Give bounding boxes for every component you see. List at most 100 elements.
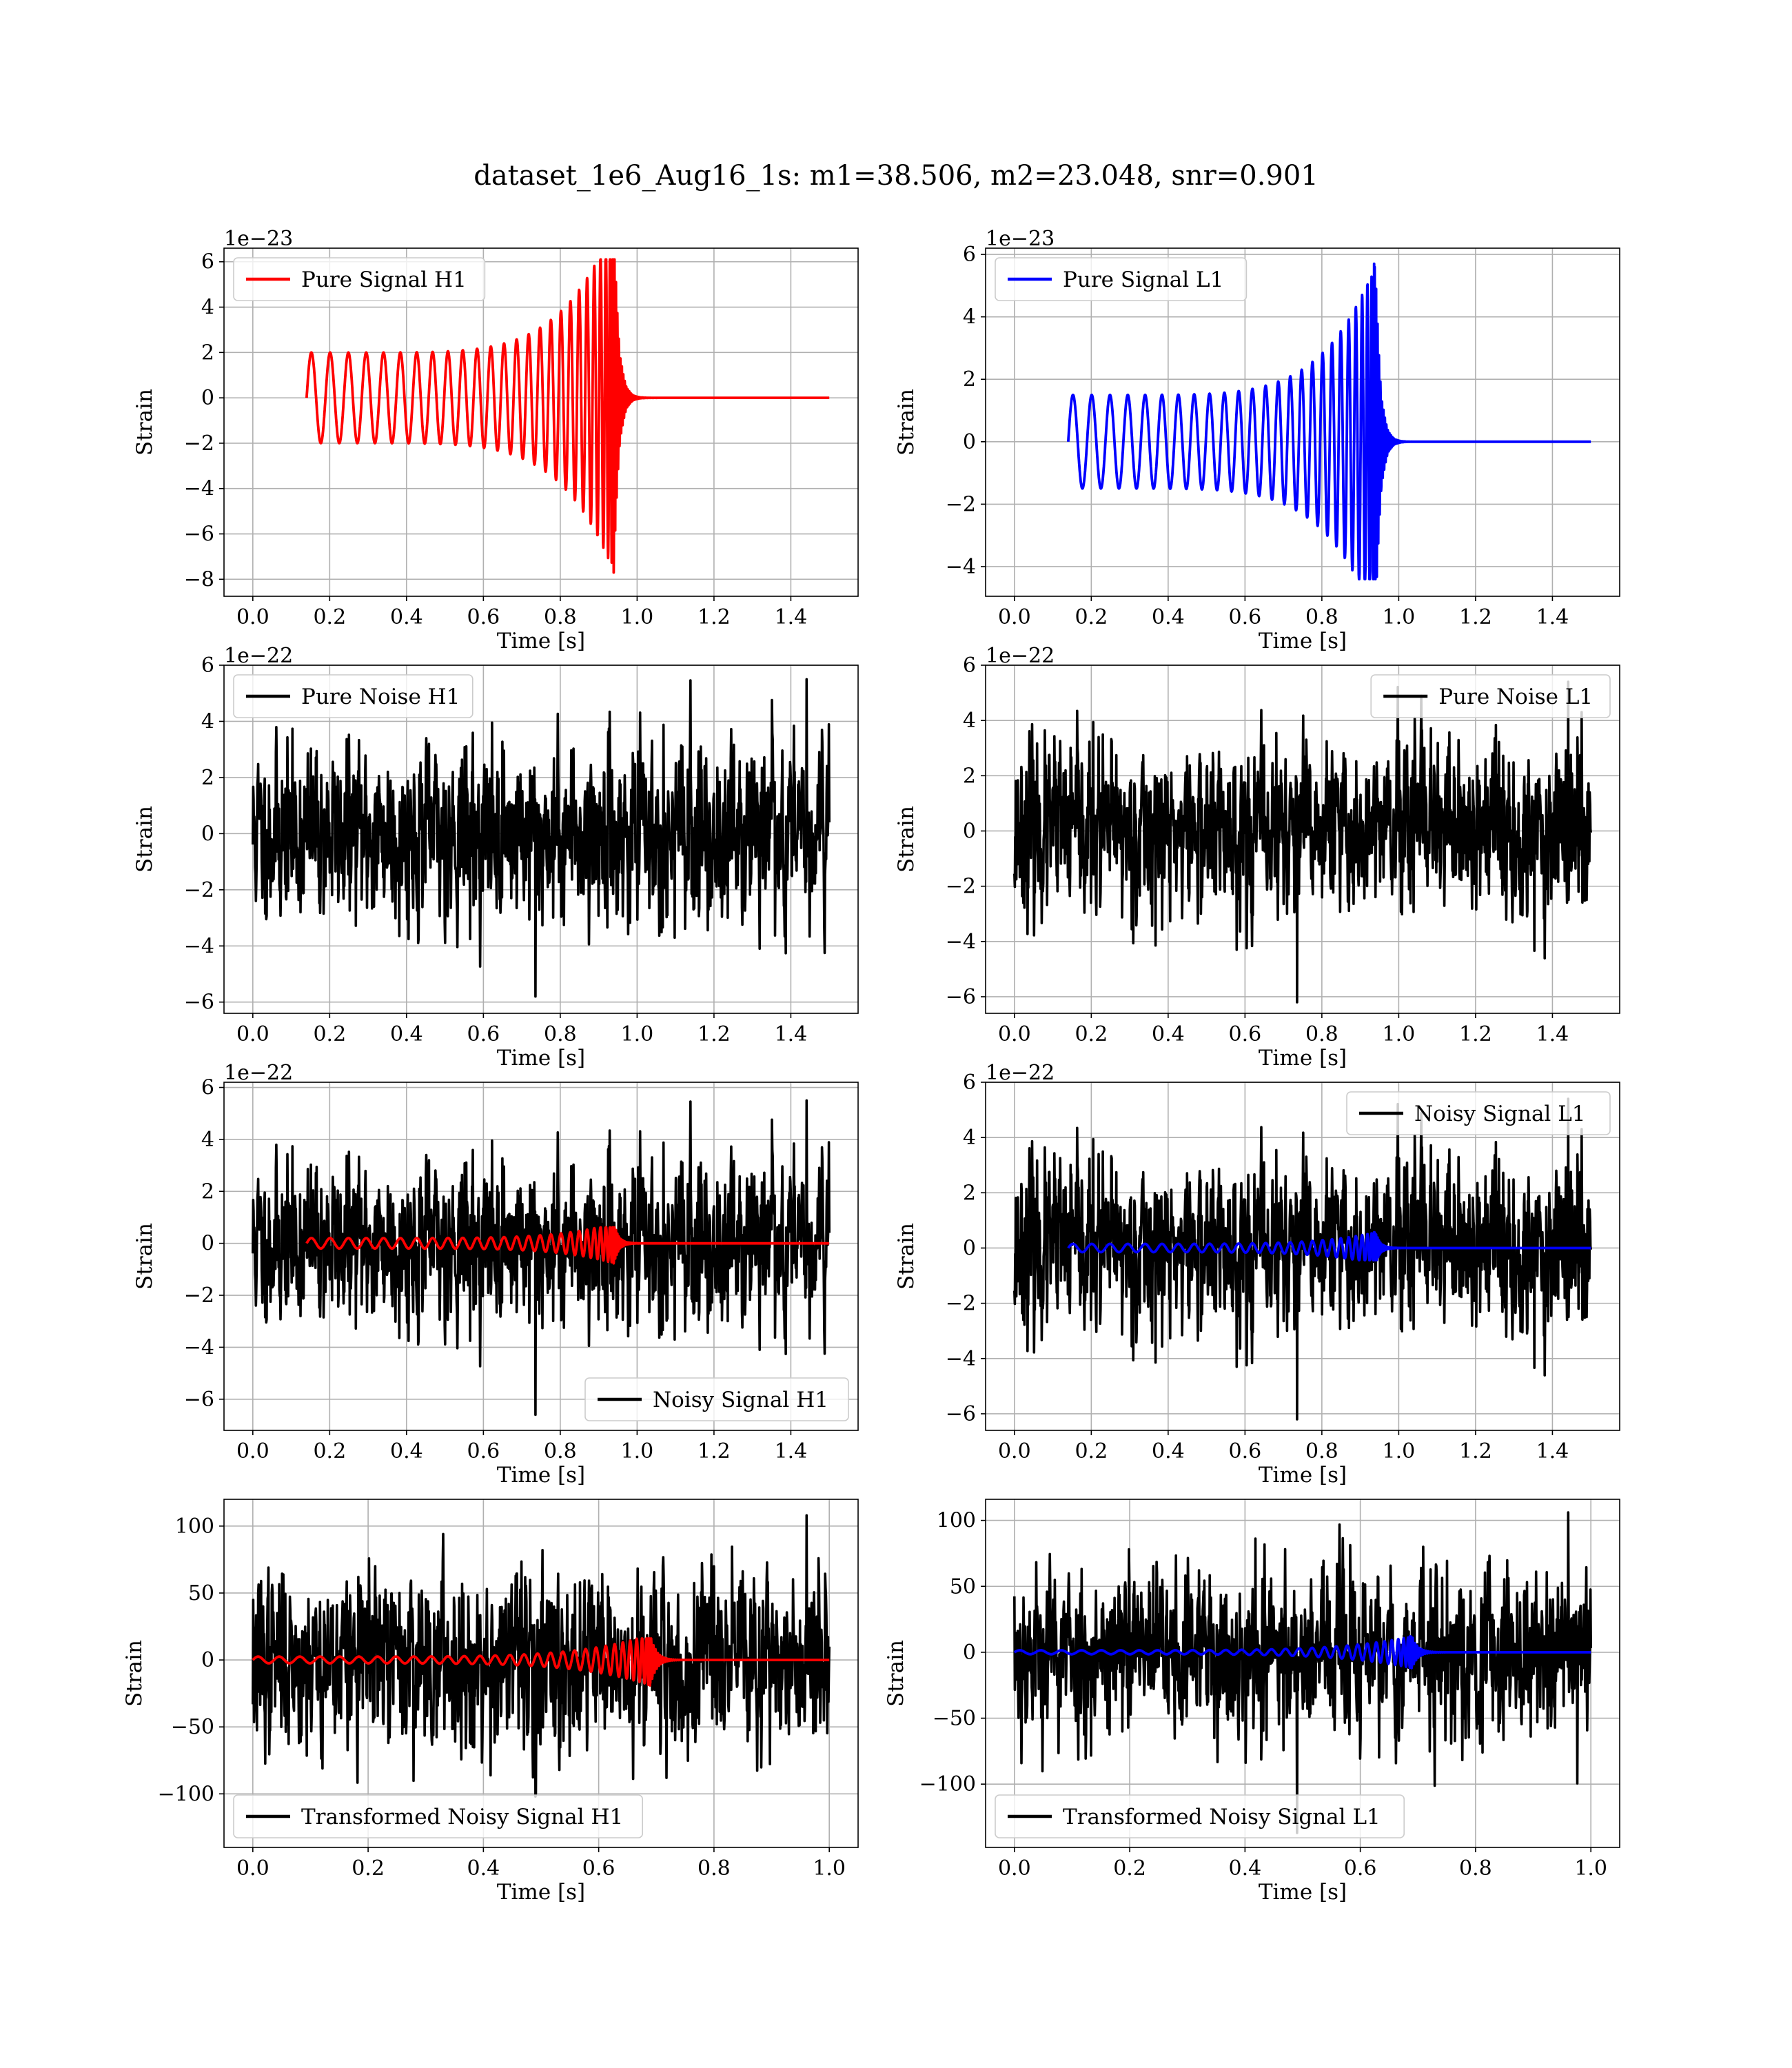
x-tick-label: 0.4 (390, 1022, 423, 1046)
y-tick-label: 4 (963, 305, 976, 330)
x-tick-label: 0.4 (390, 605, 423, 629)
series-line-transformed-noisy-signal-h1-0 (252, 1514, 831, 1798)
x-tick-label: 0.8 (544, 605, 577, 629)
y-tick-label: −50 (171, 1715, 214, 1739)
series-line-pure-noise-l1-0 (1013, 680, 1592, 1004)
y-tick-label: 6 (963, 653, 976, 678)
x-axis-label: Time [s] (497, 1880, 585, 1905)
x-tick-label: 1.0 (1383, 1439, 1416, 1463)
y-tick-label: −4 (946, 1347, 976, 1371)
y-tick-label: 2 (963, 1181, 976, 1205)
y-tick-label: −6 (946, 985, 976, 1009)
y-tick-label: 6 (963, 243, 976, 267)
y-tick-label: −8 (184, 567, 214, 591)
legend-box (233, 1794, 644, 1838)
x-tick-label: 0.8 (1305, 605, 1338, 629)
x-tick-label: 1.2 (698, 605, 731, 629)
x-tick-label: 0.0 (998, 1439, 1031, 1463)
y-tick-label: 0 (963, 1641, 976, 1665)
axes-frame (223, 1082, 859, 1431)
x-tick-label: 0.0 (998, 1856, 1031, 1881)
y-tick-label: 0 (963, 430, 976, 454)
x-tick-label: 0.6 (1229, 1022, 1262, 1046)
y-tick-label: −2 (184, 432, 214, 456)
chart-pure-noise-h1: 0.0 0.2 0.4 0.6 0.8 1.0 1.2 1.4 −6 −4 −2 0 2 4 6 Time [… (132, 644, 859, 1071)
x-tick-label: 1.2 (1459, 1022, 1492, 1046)
x-tick-label: 1.0 (1574, 1856, 1607, 1881)
chart-pure-signal-l1: 0.0 0.2 0.4 0.6 0.8 1.0 1.2 1.4 −4 −2 0 2 4 6 Time [s]… (894, 227, 1620, 653)
axes-frame (985, 247, 1620, 597)
x-tick-label: 0.4 (1229, 1856, 1262, 1881)
legend: Pure Noise L1 (1370, 674, 1611, 718)
axes-frame (985, 1082, 1620, 1431)
x-tick-label: 1.0 (813, 1856, 846, 1881)
y-tick-label: 0 (201, 822, 214, 846)
x-axis-label: Time [s] (1259, 1463, 1347, 1488)
x-tick-label: 0.4 (1152, 1439, 1185, 1463)
y-tick-label: −50 (933, 1707, 976, 1731)
y-tick-label: −4 (946, 930, 976, 954)
x-tick-label: 0.2 (1075, 1022, 1108, 1046)
x-tick-label: 0.8 (1459, 1856, 1492, 1881)
y-axis-label: Strain (894, 1223, 919, 1290)
axes-frame (985, 665, 1620, 1014)
y-tick-label: 0 (963, 819, 976, 843)
legend-label: Pure Signal H1 (301, 267, 467, 292)
legend-label: Pure Noise L1 (1438, 685, 1593, 709)
legend-label: Transformed Noisy Signal L1 (1063, 1805, 1381, 1829)
y-tick-label: −2 (946, 1292, 976, 1316)
legend-box (233, 674, 474, 718)
x-axis-label: Time [s] (1259, 1046, 1347, 1071)
x-axis-label: Time [s] (1259, 1880, 1347, 1905)
x-tick-label: 0.2 (1113, 1856, 1146, 1881)
x-tick-label: 1.4 (1536, 1022, 1569, 1046)
series-line-noisy-signal-l1-1 (1067, 1230, 1592, 1261)
x-tick-label: 0.0 (236, 1439, 269, 1463)
legend-box (233, 257, 486, 301)
y-tick-label: 4 (201, 1128, 214, 1152)
axes-frame (985, 1499, 1620, 1848)
chart-pure-noise-l1: 0.0 0.2 0.4 0.6 0.8 1.0 1.2 1.4 −6 −4 −2 0 2 4 6 Time [… (894, 644, 1620, 1071)
y-tick-label: 50 (950, 1574, 976, 1599)
x-tick-label: 0.8 (698, 1856, 731, 1881)
x-tick-label: 0.2 (352, 1856, 385, 1881)
x-tick-label: 1.4 (1536, 1439, 1569, 1463)
x-tick-label: 0.2 (313, 605, 346, 629)
x-tick-label: 1.0 (621, 605, 654, 629)
y-axis-label: Strain (884, 1640, 908, 1707)
x-tick-label: 0.0 (236, 605, 269, 629)
legend-box (995, 1794, 1405, 1838)
series-line-noisy-signal-l1-0 (1013, 1097, 1592, 1421)
legend: Pure Signal L1 (995, 257, 1248, 301)
x-tick-label: 0.6 (467, 605, 500, 629)
y-tick-label: −6 (184, 523, 214, 547)
y-tick-label: 0 (201, 386, 214, 410)
chart-transformed-noisy-signal-l1: 0.0 0.2 0.4 0.6 0.8 1.0 −100 −50 0 50 100 Time [s] S… (884, 1499, 1620, 1905)
y-tick-label: −4 (184, 477, 214, 501)
offset-label: 1e−22 (986, 644, 1055, 668)
offset-label: 1e−23 (986, 227, 1055, 251)
chart-pure-signal-h1: 0.0 0.2 0.4 0.6 0.8 1.0 1.2 1.4 −8 −6 −4 −2 0 2 4 6 Time… (132, 227, 859, 653)
legend-box (1370, 674, 1611, 718)
y-tick-label: 4 (963, 1126, 976, 1150)
x-tick-label: 1.4 (775, 1439, 808, 1463)
series-line-noisy-signal-h1-1 (305, 1226, 831, 1265)
y-tick-label: 100 (175, 1514, 214, 1539)
series-line-transformed-noisy-signal-h1-1 (252, 1637, 831, 1687)
series-line-transformed-noisy-signal-l1-1 (1013, 1635, 1592, 1670)
x-tick-label: 0.8 (544, 1022, 577, 1046)
legend-label: Noisy Signal H1 (653, 1388, 828, 1412)
y-tick-label: −100 (158, 1782, 214, 1806)
y-tick-label: 0 (201, 1232, 214, 1256)
axes-frame (223, 1499, 859, 1848)
y-axis-label: Strain (122, 1640, 147, 1707)
y-tick-label: 2 (963, 367, 976, 392)
x-tick-label: 0.8 (1305, 1439, 1338, 1463)
y-axis-label: Strain (894, 806, 919, 873)
y-tick-label: −6 (184, 991, 214, 1015)
legend-label: Transformed Noisy Signal H1 (301, 1805, 623, 1829)
y-tick-label: 6 (963, 1071, 976, 1095)
x-tick-label: 0.2 (313, 1022, 346, 1046)
legend-box (1346, 1091, 1611, 1135)
